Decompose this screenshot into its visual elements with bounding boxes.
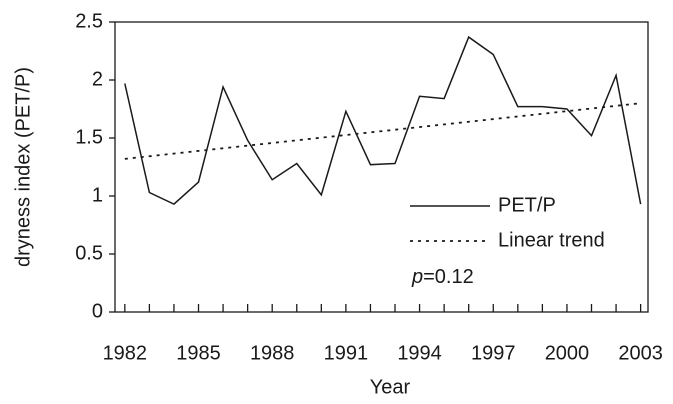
series-line: [124, 102, 641, 160]
annotation-text: =0.12: [423, 266, 474, 288]
annotation: p=0.12: [411, 266, 474, 288]
y-tick-label: 0.5: [75, 242, 103, 264]
y-tick-label: 1: [92, 184, 103, 206]
legend-label: PET/P: [498, 194, 556, 216]
x-tick-label: 1994: [397, 342, 442, 364]
y-tick-label: 2.5: [75, 10, 103, 32]
x-tick-label: 1985: [176, 342, 221, 364]
annotation-italic: p: [411, 266, 423, 288]
x-tick-label: 2003: [618, 342, 663, 364]
y-tick-label: 0: [92, 300, 103, 322]
x-tick-label: 1982: [103, 342, 148, 364]
x-tick-label: 1988: [250, 342, 295, 364]
series-line: [124, 35, 642, 206]
x-tick-label: 2000: [545, 342, 590, 364]
plot-frame: [114, 21, 649, 313]
y-tick-label: 1.5: [75, 126, 103, 148]
legend-label: Linear trend: [498, 229, 605, 251]
x-tick-label: 1997: [471, 342, 516, 364]
y-tick-label: 2: [92, 68, 103, 90]
x-tick-label: 1991: [324, 342, 369, 364]
y-axis-label: dryness index (PET/P): [12, 67, 34, 267]
x-axis-label: Year: [370, 376, 411, 398]
